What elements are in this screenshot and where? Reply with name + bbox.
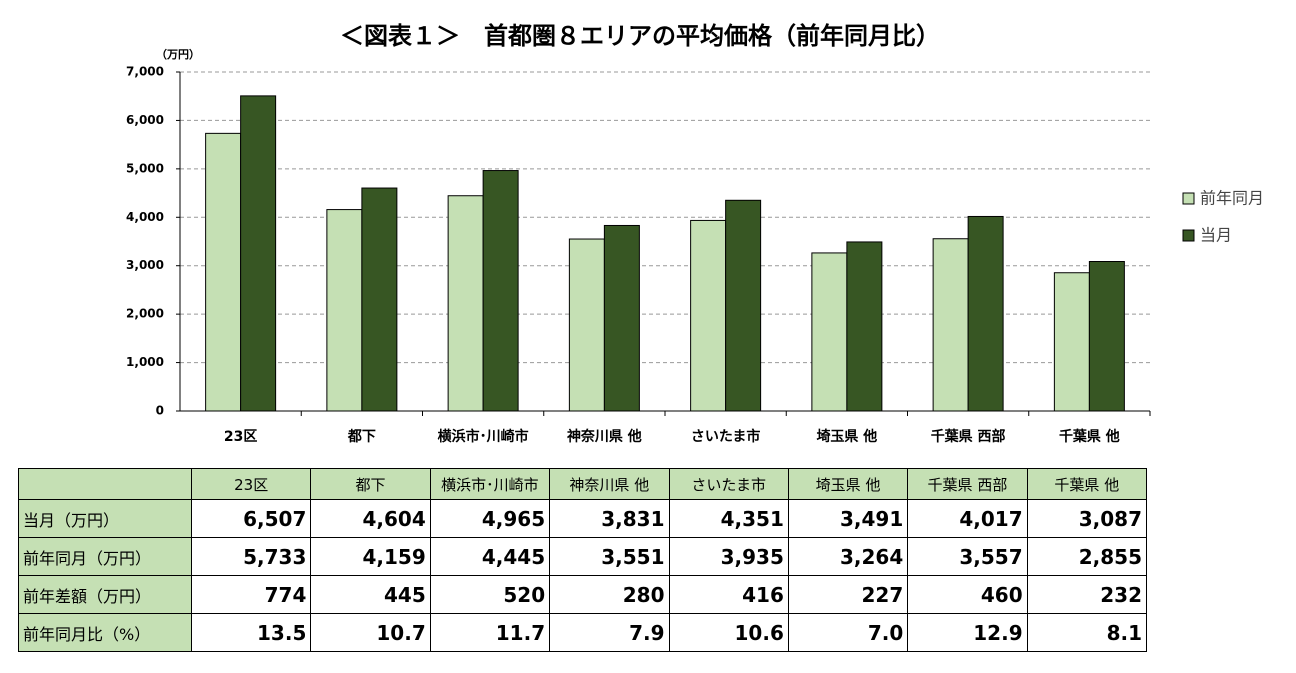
bar: [932, 238, 969, 412]
table-cell: 445: [310, 575, 431, 614]
y-tick-label: 4,000: [126, 210, 164, 224]
table-cell: [18, 468, 192, 500]
bar: [361, 187, 398, 412]
y-unit: （万円）: [156, 48, 200, 61]
table-cell: 12.9: [907, 613, 1028, 652]
x-tick-label: 千葉県 西部: [931, 428, 1006, 445]
table-cell: さいたま市: [668, 468, 789, 500]
table-cell: 280: [549, 575, 670, 614]
y-tick-label: 6,000: [126, 113, 164, 127]
table-cell: 416: [668, 575, 789, 614]
bar: [240, 95, 277, 412]
table-cell: 3,831: [549, 499, 670, 538]
table-cell: 4,445: [429, 537, 551, 576]
table-cell: 6,507: [190, 499, 312, 538]
y-tick-label: 0: [156, 404, 164, 418]
table-cell: 520: [429, 575, 551, 614]
table-cell: 3,935: [668, 537, 789, 576]
table-cell: 千葉県 西部: [907, 468, 1028, 500]
table-cell: 4,604: [310, 499, 431, 538]
x-tick-label: さいたま市: [691, 428, 761, 445]
table-cell: 2,855: [1026, 537, 1148, 576]
bar: [725, 199, 762, 412]
table-cell: 4,351: [668, 499, 789, 538]
table-cell: 4,159: [310, 537, 431, 576]
table-cell: 3,557: [907, 537, 1028, 576]
table-cell: 千葉県 他: [1026, 468, 1148, 500]
table-row: 前年同月（万円） 5,733 4,159 4,445 3,551 3,935 3,264 3,…: [18, 537, 1148, 576]
table-cell: 前年同月比（%）: [18, 613, 192, 652]
table-cell: 10.7: [310, 613, 431, 652]
table-cell: 3,551: [549, 537, 670, 576]
table-cell: 5,733: [190, 537, 312, 576]
table-row: 前年同月比（%） 13.5 10.7 11.7 7.9 10.6 7.0 12.9 8.1: [18, 613, 1148, 652]
table-cell: 460: [907, 575, 1028, 614]
table-cell: 4,017: [907, 499, 1028, 538]
legend-swatch: [1182, 192, 1195, 205]
x-tick-label: 横浜市･川崎市: [438, 428, 529, 445]
table-cell: 3,087: [1026, 499, 1148, 538]
table-cell: 都下: [310, 468, 431, 500]
bar: [482, 170, 519, 412]
x-tick-label: 神奈川県 他: [567, 428, 642, 445]
table-cell: 774: [190, 575, 312, 614]
table-cell: 前年差額（万円）: [18, 575, 192, 614]
table-cell: 埼玉県 他: [787, 468, 909, 500]
data-table: 23区 都下 横浜市･川崎市 神奈川県 他さいたま市 埼玉県 他千葉県 西部 千葉県 他当…: [18, 468, 1148, 652]
chart-title: ＜図表１＞ 首都圏８エリアの平均価格（前年同月比）: [340, 22, 940, 50]
chart: ＜図表１＞ 首都圏８エリアの平均価格（前年同月比） （万円） 0 1,000 2,0…: [126, 22, 1264, 445]
y-tick-label: 3,000: [126, 258, 164, 272]
table-cell: 23区: [190, 468, 312, 500]
table-cell: 232: [1026, 575, 1148, 614]
table-cell: 8.1: [1026, 613, 1148, 652]
bar: [1088, 261, 1125, 412]
x-tick-label: 都下: [347, 429, 376, 445]
legend-label: 当月: [1200, 226, 1232, 245]
table-cell: 3,264: [787, 537, 909, 576]
y-tick-label: 7,000: [126, 65, 164, 79]
bar: [811, 252, 848, 412]
table-cell: 7.0: [787, 613, 909, 652]
bar: [603, 224, 640, 412]
bar: [326, 209, 363, 412]
table-cell: 227: [787, 575, 909, 614]
table-cell: 当月（万円）: [18, 499, 192, 538]
table-cell: 4,965: [429, 499, 551, 538]
legend-label: 前年同月: [1200, 189, 1264, 208]
bar: [568, 238, 605, 412]
table-cell: 前年同月（万円）: [18, 537, 192, 576]
table-cell: 3,491: [787, 499, 909, 538]
table-cell: 13.5: [190, 613, 312, 652]
table-cell: 7.9: [549, 613, 670, 652]
y-tick-label: 1,000: [126, 355, 164, 369]
table-cell: 神奈川県 他: [549, 468, 670, 500]
table-cell: 11.7: [429, 613, 551, 652]
bar: [1053, 272, 1090, 412]
x-tick-label: 千葉県 他: [1059, 428, 1120, 445]
y-tick-label: 5,000: [126, 161, 164, 175]
bar: [690, 219, 727, 412]
bar: [447, 195, 484, 412]
x-tick-label: 23区: [224, 429, 257, 445]
bar: [967, 215, 1004, 412]
table-cell: 10.6: [668, 613, 789, 652]
table-row: 23区 都下 横浜市･川崎市 神奈川県 他さいたま市 埼玉県 他千葉県 西部 千葉県 他: [18, 468, 1148, 500]
table-row: 当月（万円） 6,507 4,604 4,965 3,831 4,351 3,491 4,01…: [18, 499, 1148, 538]
table-row: 前年差額（万円） 774 445 520 280 416 227 460 232: [18, 575, 1148, 614]
y-tick-label: 2,000: [126, 307, 164, 321]
table-cell: 横浜市･川崎市: [429, 468, 551, 500]
legend-swatch: [1182, 229, 1195, 242]
bar: [846, 241, 883, 412]
bar: [205, 132, 242, 412]
x-tick-label: 埼玉県 他: [816, 428, 877, 445]
